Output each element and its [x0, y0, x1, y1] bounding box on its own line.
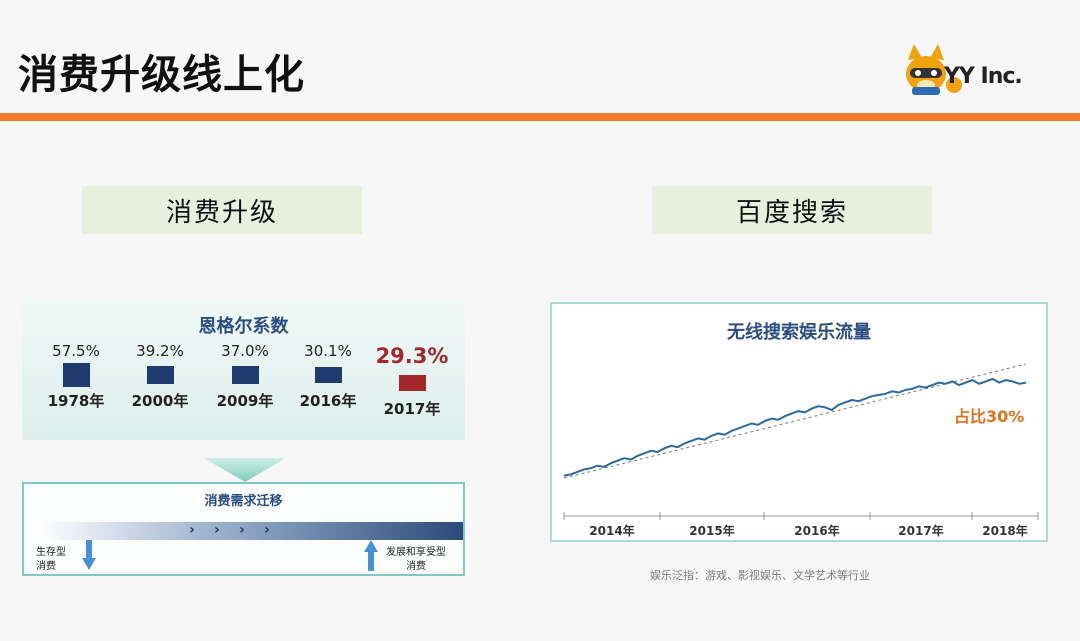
x-tick-label: 2014年 [589, 523, 634, 538]
x-tick-label: 2018年 [982, 523, 1027, 538]
engel-panel: 恩格尔系数 57.5% 1978年 39.2% 2000年 37.0% 2009年 30.1… [22, 298, 465, 440]
engel-bar [146, 365, 174, 385]
development-consumption-label: 发展和享受型 消费 [386, 546, 446, 574]
chevron-right-icon: › [214, 522, 220, 538]
entertainment-traffic-line-chart: 无线搜索娱乐流量 2014年 2015年 2016年 2017年 2018年 占比30% [563, 321, 1039, 538]
raccoon-mascot-icon [906, 44, 962, 95]
chart-caption: 娱乐泛指：游戏、影视娱乐、文学艺术等行业 [650, 569, 870, 582]
engel-bar [398, 374, 426, 392]
engel-column: 30.1% 2016年 [286, 342, 370, 411]
engel-year-label: 2017年 [383, 400, 441, 418]
chevron-right-icon: › [189, 522, 195, 538]
demand-migration-panel: 消费需求迁移 › › › › 生存型 消费 发展和享受型 消费 [22, 482, 465, 576]
section-heading-baidu: 百度搜索 [652, 186, 932, 234]
x-tick-label: 2016年 [794, 523, 839, 538]
x-tick-label: 2017年 [898, 523, 943, 538]
traffic-series-line [563, 377, 1027, 477]
engel-value-label: 39.2% [136, 342, 184, 360]
chevron-right-icon: › [239, 522, 245, 538]
logo-text: YY Inc. [944, 64, 1023, 89]
share-annotation: 占比30% [954, 407, 1024, 426]
engel-bar [314, 366, 342, 384]
engel-value-label: 37.0% [221, 342, 269, 360]
engel-year-label: 2016年 [299, 392, 357, 410]
header-divider [0, 113, 1080, 121]
engel-title: 恩格尔系数 [198, 316, 289, 337]
engel-bar [62, 363, 90, 387]
engel-value-label: 30.1% [304, 342, 352, 360]
survival-consumption-label: 生存型 消费 [36, 546, 66, 574]
up-arrow-icon [364, 540, 378, 571]
development-label-line1: 发展和享受型 [386, 547, 446, 558]
engel-year-label: 2009年 [216, 392, 274, 410]
chevron-right-icon: › [264, 522, 270, 538]
demand-gradient-band [40, 522, 463, 540]
demand-title: 消费需求迁移 [204, 494, 283, 509]
engel-value-label: 57.5% [52, 342, 100, 360]
survival-label-line1: 生存型 [36, 547, 66, 558]
engel-year-label: 2000年 [131, 392, 189, 410]
engel-column: 39.2% 2000年 [118, 342, 202, 411]
engel-column: 57.5% 1978年 [34, 342, 118, 411]
engel-value-label: 29.3% [375, 344, 449, 368]
line-chart-title: 无线搜索娱乐流量 [727, 321, 871, 343]
survival-label-line2: 消费 [36, 561, 56, 572]
x-tick-label: 2015年 [689, 523, 734, 538]
engel-year-label: 1978年 [47, 392, 105, 410]
slide-title: 消费升级线上化 [18, 52, 305, 98]
down-arrow-icon [204, 458, 286, 482]
down-arrow-icon [82, 540, 96, 570]
engel-column: 29.3% 2017年 [370, 344, 454, 419]
yy-logo: YY Inc. [900, 38, 1050, 98]
engel-column: 37.0% 2009年 [203, 342, 287, 411]
baidu-chart-frame: 无线搜索娱乐流量 2014年 2015年 2016年 2017年 2018年 占比30% [550, 302, 1048, 542]
development-label-line2: 消费 [406, 561, 426, 572]
engel-bar [231, 365, 259, 385]
section-heading-consumption: 消费升级 [82, 186, 362, 234]
